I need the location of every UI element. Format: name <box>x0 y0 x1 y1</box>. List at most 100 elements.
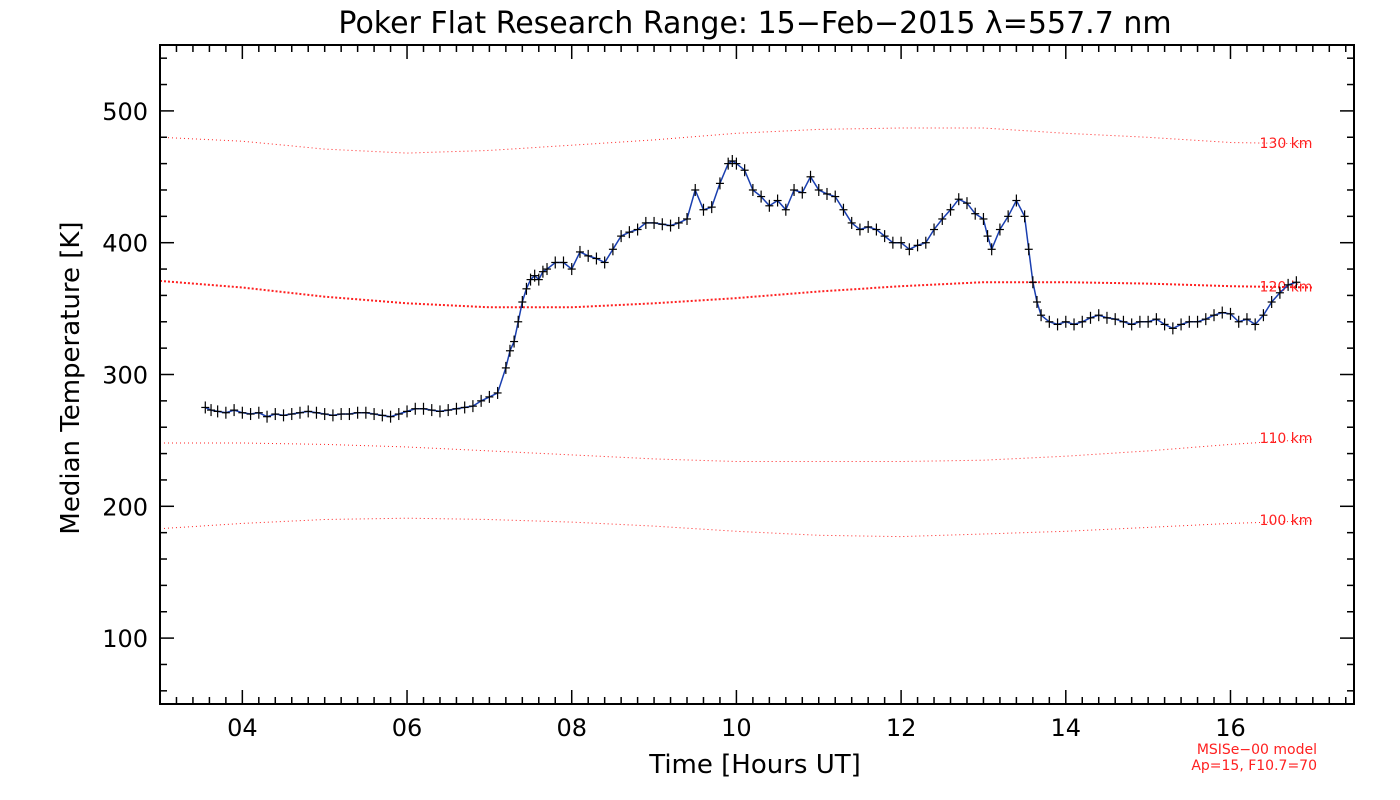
data-point <box>962 197 971 210</box>
data-point <box>806 170 815 183</box>
plot-frame <box>159 44 1355 705</box>
data-point <box>361 406 370 419</box>
model-curve-label: 110 km <box>1260 431 1313 447</box>
x-tick-label: 08 <box>556 714 587 742</box>
data-point <box>263 410 272 423</box>
data-point <box>477 394 486 407</box>
x-tick-label: 10 <box>721 714 752 742</box>
data-point <box>1234 315 1243 328</box>
data-point <box>345 408 354 421</box>
data-point <box>1070 318 1079 331</box>
data-point <box>534 273 543 286</box>
data-point <box>1201 313 1210 326</box>
y-tick-label: 300 <box>102 362 148 390</box>
data-point <box>1292 276 1301 289</box>
data-point <box>625 226 634 239</box>
data-point <box>921 236 930 249</box>
data-point <box>930 223 939 236</box>
data-point <box>781 203 790 216</box>
data-point <box>822 187 831 200</box>
data-point <box>658 218 667 231</box>
data-point <box>501 361 510 374</box>
x-tick-label: 14 <box>1051 714 1082 742</box>
data-point <box>683 212 692 225</box>
model-curve-label: 100 km <box>1260 513 1313 529</box>
data-point <box>728 154 737 167</box>
data-point <box>1251 318 1260 331</box>
data-point <box>551 256 560 269</box>
data-point <box>740 164 749 177</box>
data-point <box>1078 315 1087 328</box>
data-point <box>790 183 799 196</box>
data-point <box>888 236 897 249</box>
data-point <box>1045 315 1054 328</box>
data-point <box>353 406 362 419</box>
data-point <box>1061 315 1070 328</box>
data-point <box>1020 210 1029 223</box>
data-point <box>328 409 337 422</box>
model-curve <box>159 517 1313 538</box>
data-point <box>485 390 494 403</box>
data-point <box>1086 311 1095 324</box>
data-point <box>954 193 963 206</box>
plot-axes: 04 06 08 10 12 14 16 100 200 300 400 500 <box>102 44 1355 742</box>
data-point <box>1135 315 1144 328</box>
data-point <box>295 406 304 419</box>
data-point <box>847 216 856 229</box>
data-point <box>633 223 642 236</box>
data-point <box>522 282 531 295</box>
model-curve <box>160 438 1313 462</box>
data-point <box>304 405 313 418</box>
data-point <box>337 408 346 421</box>
measurement-line <box>204 160 1297 418</box>
data-point <box>987 243 996 256</box>
data-point <box>207 404 216 417</box>
data-point <box>386 410 395 423</box>
data-point <box>567 263 576 276</box>
data-point <box>543 263 552 276</box>
data-point <box>1004 210 1013 223</box>
data-point <box>650 216 659 229</box>
data-point <box>600 256 609 269</box>
data-point <box>971 207 980 220</box>
data-point <box>452 402 461 415</box>
data-point <box>1284 278 1293 291</box>
data-point <box>1012 194 1021 207</box>
data-point <box>460 401 469 414</box>
data-point <box>699 203 708 216</box>
data-point <box>608 243 617 256</box>
data-point <box>403 405 412 418</box>
data-point <box>938 212 947 225</box>
data-point <box>1024 243 1033 256</box>
y-tick-label: 200 <box>102 493 148 521</box>
data-point <box>370 408 379 421</box>
model-curve <box>159 127 1313 154</box>
x-tick-label: 06 <box>392 714 423 742</box>
x-tick-label: 16 <box>1215 714 1246 742</box>
x-tick-label: 04 <box>227 714 258 742</box>
data-point <box>246 408 255 421</box>
data-point <box>1259 309 1268 322</box>
data-point <box>1177 318 1186 331</box>
data-point <box>1242 313 1251 326</box>
data-point <box>230 404 239 417</box>
model-curve <box>159 279 1313 309</box>
data-point <box>715 177 724 190</box>
data-point <box>1144 315 1153 328</box>
data-point <box>1102 311 1111 324</box>
data-point <box>1193 315 1202 328</box>
data-point <box>1119 315 1128 328</box>
data-point <box>872 223 881 236</box>
data-point <box>831 190 840 203</box>
data-point <box>538 265 547 278</box>
data-point <box>1168 322 1177 335</box>
model-note-line2: Ap=15, F10.7=70 <box>1191 758 1317 774</box>
y-tick-label: 400 <box>102 230 148 258</box>
data-point <box>279 409 288 422</box>
data-point <box>427 404 436 417</box>
data-point <box>666 219 675 232</box>
data-point <box>1094 309 1103 322</box>
data-point <box>271 408 280 421</box>
data-point <box>798 186 807 199</box>
